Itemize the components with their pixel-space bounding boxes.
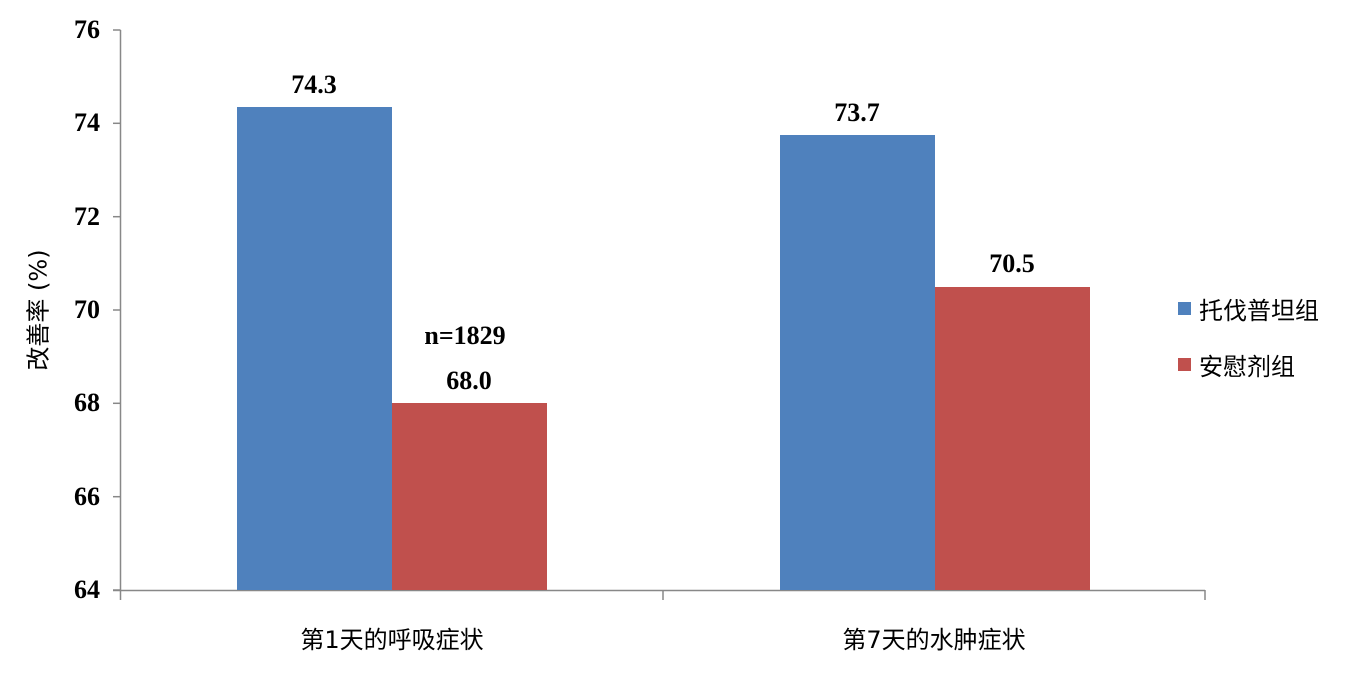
x-category-label: 第1天的呼吸症状 xyxy=(300,620,483,655)
x-category-label: 第7天的水肿症状 xyxy=(842,620,1025,655)
y-tick-label: 70 xyxy=(74,295,100,324)
chart-legend: 托伐普坦组 安慰剂组 xyxy=(1178,294,1319,406)
data-label: 74.3 xyxy=(291,70,337,99)
bar-placebo-day1 xyxy=(392,403,547,590)
legend-label: 安慰剂组 xyxy=(1199,352,1295,381)
legend-label: 托伐普坦组 xyxy=(1199,296,1319,325)
sample-size-annotation: n=1829 xyxy=(424,321,506,350)
y-axis-ticks xyxy=(113,29,121,591)
bar-tolvaptan-day7 xyxy=(780,135,935,590)
x-axis-ticks xyxy=(662,590,1206,600)
legend-item-tolvaptan: 托伐普坦组 xyxy=(1178,294,1319,325)
y-tick-label: 74 xyxy=(74,108,100,138)
x-category-label-text: 第7天的水肿症状 xyxy=(842,626,1026,654)
y-tick-label: 64 xyxy=(74,575,100,604)
bar-placebo-day7 xyxy=(935,286,1090,590)
x-category-label-text: 第1天的呼吸症状 xyxy=(300,626,484,654)
y-axis-title: 改善率 (%) xyxy=(24,249,53,371)
y-tick-label: 76 xyxy=(74,15,100,44)
legend-swatch-icon xyxy=(1178,301,1191,315)
y-tick-label: 72 xyxy=(74,201,100,231)
y-tick-label: 66 xyxy=(74,481,100,511)
data-label: 68.0 xyxy=(446,366,492,395)
y-tick-label: 68 xyxy=(74,388,100,418)
legend-item-placebo: 安慰剂组 xyxy=(1178,350,1319,381)
bar-tolvaptan-day1 xyxy=(237,107,392,590)
data-label: 70.5 xyxy=(989,249,1035,278)
data-label: 73.7 xyxy=(834,98,880,127)
legend-swatch-icon xyxy=(1178,357,1191,371)
